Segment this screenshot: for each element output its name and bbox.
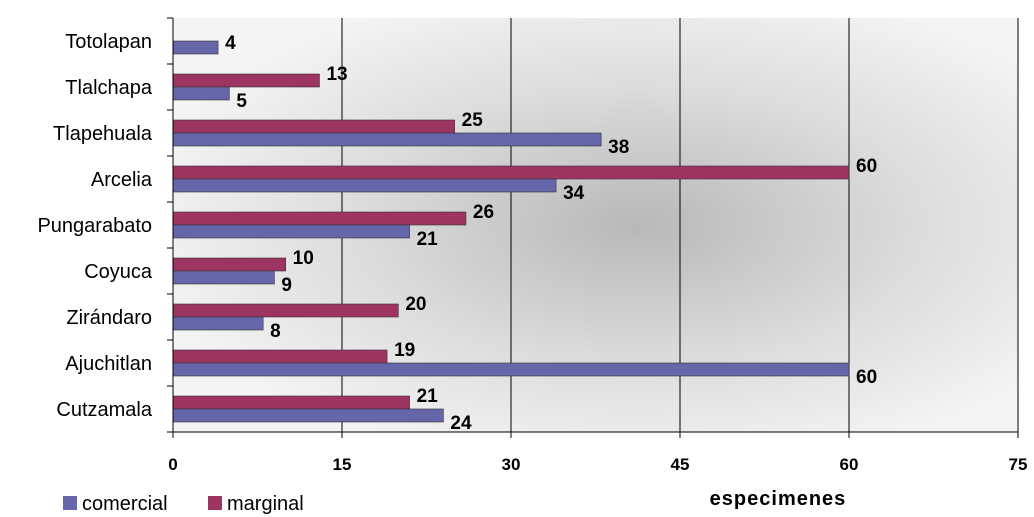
category-label: Pungarabato xyxy=(37,215,152,237)
category-label: Ajuchitlan xyxy=(65,353,152,375)
data-label-marginal: 13 xyxy=(326,64,347,85)
x-tick-label: 15 xyxy=(333,455,352,474)
data-label-comercial: 8 xyxy=(270,321,281,342)
data-label-comercial: 5 xyxy=(236,91,247,112)
data-label-comercial: 38 xyxy=(608,137,629,158)
bar-marginal xyxy=(172,349,388,364)
data-label-comercial: 9 xyxy=(281,275,292,296)
category-label: Totolapan xyxy=(65,31,152,53)
data-label-marginal: 20 xyxy=(405,294,426,315)
labels: 0 15 30 45 60 75 Totolapan 4 Tlalchapa 13 5 Tlapehu… xyxy=(37,31,1027,474)
category-label: Arcelia xyxy=(91,169,153,191)
x-tick-label: 45 xyxy=(671,455,690,474)
bar-marginal xyxy=(172,395,410,410)
data-label-marginal: 26 xyxy=(473,202,494,223)
bar-comercial xyxy=(172,408,444,423)
category-label: Tlapehuala xyxy=(53,123,153,145)
data-label-marginal: 10 xyxy=(293,248,314,269)
x-axis-title: especimenes xyxy=(710,488,847,510)
data-label-comercial: 24 xyxy=(450,413,472,434)
bar-comercial xyxy=(172,270,275,285)
legend-swatch-marginal xyxy=(208,496,222,510)
bar-comercial xyxy=(172,224,410,239)
category-label: Tlalchapa xyxy=(65,77,153,99)
x-tick-label: 30 xyxy=(502,455,521,474)
bar-comercial xyxy=(172,40,219,55)
x-tick-label: 0 xyxy=(168,455,177,474)
legend-swatch-comercial xyxy=(63,496,77,510)
bar-marginal xyxy=(172,165,850,180)
bar-marginal xyxy=(172,119,455,134)
data-label-comercial: 60 xyxy=(856,367,877,388)
x-tick-label: 75 xyxy=(1009,455,1028,474)
category-label: Cutzamala xyxy=(56,399,152,421)
bar-marginal xyxy=(172,211,467,226)
bar-marginal xyxy=(172,73,320,88)
data-label-comercial: 4 xyxy=(225,33,236,54)
bars xyxy=(172,40,850,423)
bar-comercial xyxy=(172,132,602,147)
bar-comercial xyxy=(172,316,264,331)
bar-comercial xyxy=(172,86,230,101)
data-label-marginal: 19 xyxy=(394,340,415,361)
data-label-marginal: 21 xyxy=(417,386,439,407)
legend-label-marginal: marginal xyxy=(227,493,304,515)
x-tick-label: 60 xyxy=(840,455,859,474)
data-label-marginal: 60 xyxy=(856,156,877,177)
axes xyxy=(167,17,1019,438)
bar-marginal xyxy=(172,257,286,272)
data-label-comercial: 34 xyxy=(563,183,585,204)
category-label: Zirándaro xyxy=(66,307,152,329)
category-label: Coyuca xyxy=(84,261,153,283)
data-label-comercial: 21 xyxy=(417,229,439,250)
bar-comercial xyxy=(172,362,850,377)
bar-marginal xyxy=(172,303,399,318)
bar-comercial xyxy=(172,178,557,193)
legend-label-comercial: comercial xyxy=(82,493,168,515)
data-label-marginal: 25 xyxy=(462,110,484,131)
legend: comercial marginal xyxy=(63,493,304,515)
